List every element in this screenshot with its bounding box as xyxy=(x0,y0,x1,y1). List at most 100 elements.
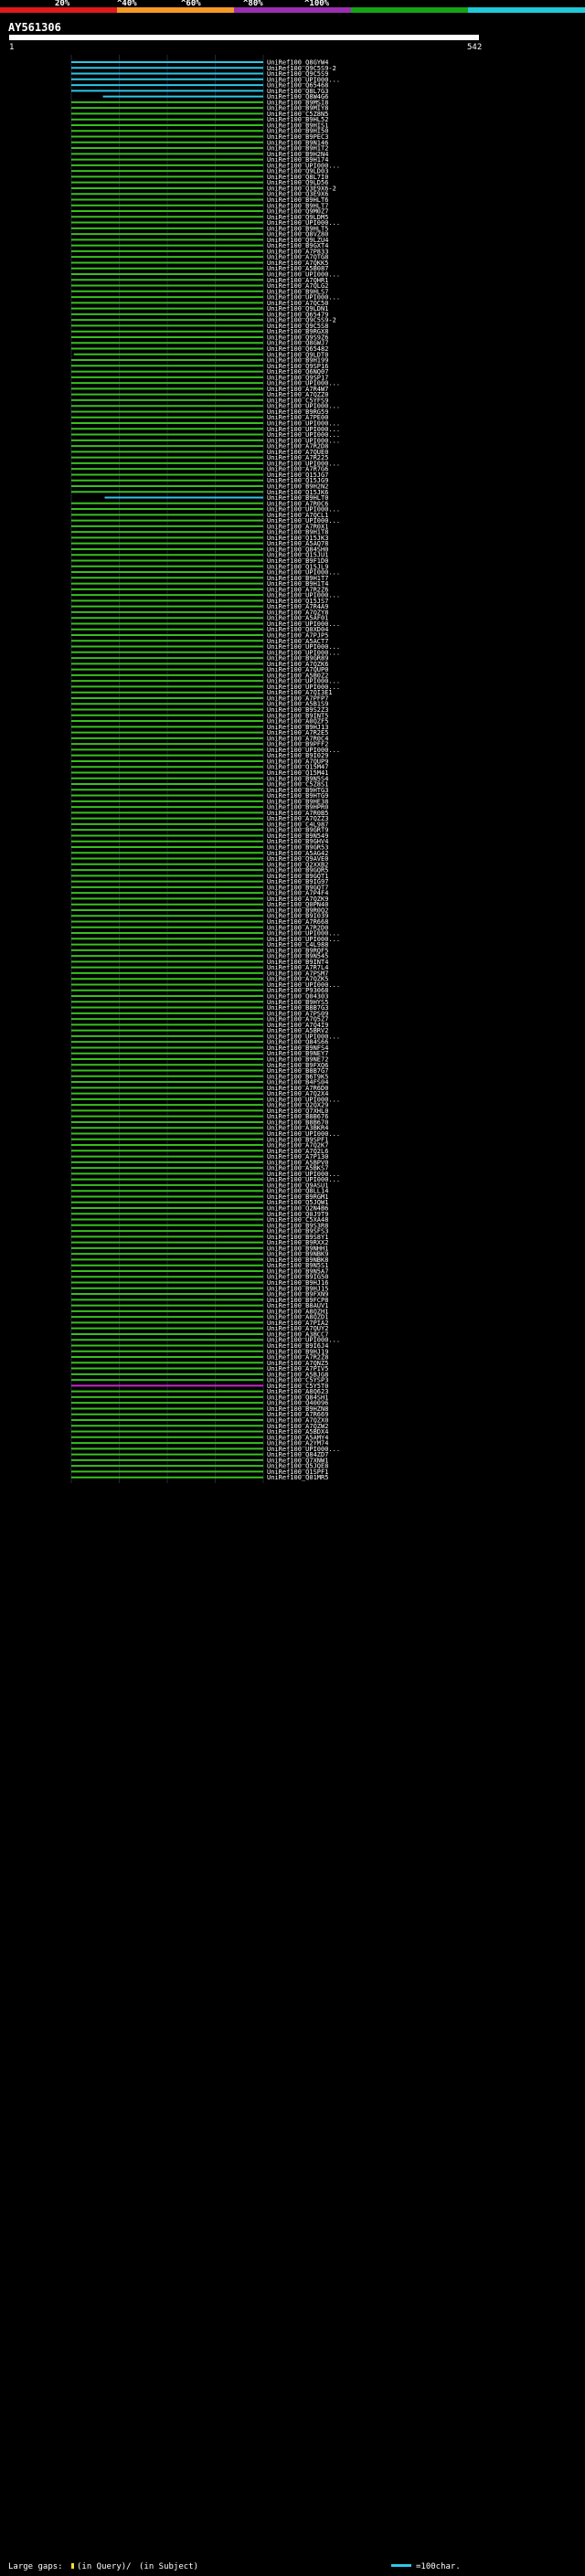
hit-label[interactable]: UniRef100_Q9LDM5 xyxy=(267,214,328,221)
hit-label[interactable]: UniRef100_Q9S9Z6 xyxy=(267,334,328,341)
hit-label[interactable]: UniRef100_B9RG59 xyxy=(267,408,328,416)
hit-label[interactable]: UniRef100_A7QZZ3 xyxy=(267,815,328,822)
hit-label[interactable]: UniRef100_A7QNZ5 xyxy=(267,1360,328,1367)
hit-label[interactable]: UniRef100_B8B7G7 xyxy=(267,1067,328,1075)
hit-label[interactable]: UniRef100_B9N5A7 xyxy=(267,1267,328,1275)
hit-label[interactable]: UniRef100_Q9SP16 xyxy=(267,363,328,370)
hit-label[interactable]: UniRef100_A5AG42 xyxy=(267,850,328,857)
hit-label[interactable]: UniRef100_B9SPF1 xyxy=(267,1136,328,1143)
hit-label[interactable]: UniRef100_B9GQT7 xyxy=(267,884,328,891)
hit-label[interactable]: UniRef100_B9N549 xyxy=(267,832,328,840)
hit-label[interactable]: UniRef100_B9HLT5 xyxy=(267,225,328,232)
hit-label[interactable]: UniRef100_Q84S66 xyxy=(267,1039,328,1046)
hit-label[interactable]: UniRef100_Q65479 xyxy=(267,311,328,318)
hit-label[interactable]: UniRef100_A3BCC7 xyxy=(267,1330,328,1338)
hit-label[interactable]: UniRef100_Q5JQE8 xyxy=(267,1463,328,1470)
hit-label[interactable]: UniRef100_B9NE72 xyxy=(267,1055,328,1063)
hit-label[interactable]: UniRef100_B9RQF5 xyxy=(267,947,328,954)
hit-label[interactable]: UniRef100_A7QZK5 xyxy=(267,976,328,983)
hit-label[interactable]: UniRef100_A5B0Z2 xyxy=(267,672,328,679)
hit-label[interactable]: UniRef100_B9H1T8 xyxy=(267,529,328,536)
hit-label[interactable]: UniRef100_B9N146 xyxy=(267,139,328,146)
hit-label[interactable]: UniRef100_A7P130 xyxy=(267,1153,328,1161)
hit-label[interactable]: UniRef100_A7R2E5 xyxy=(267,729,328,737)
hit-label[interactable]: UniRef100_A8QZH1 xyxy=(267,1308,328,1315)
hit-label[interactable]: UniRef100_A7R0X1 xyxy=(267,523,328,530)
hit-label[interactable]: UniRef100_B9PEC3 xyxy=(267,133,328,141)
hit-label[interactable]: UniRef100_Q01MR5 xyxy=(267,1474,328,1481)
hit-label[interactable]: UniRef100_A7R669 xyxy=(267,1411,328,1418)
hit-label[interactable]: UniRef100_Q9LD56 xyxy=(267,179,328,186)
hit-label[interactable]: UniRef100_Q8L7G3 xyxy=(267,88,328,95)
hit-label[interactable]: UniRef100_A5BPV0 xyxy=(267,1159,328,1166)
hit-label[interactable]: UniRef100_UPI000... xyxy=(267,592,340,599)
hit-label[interactable]: UniRef100_UPI000... xyxy=(267,643,340,651)
hit-label[interactable]: UniRef100_UPI000... xyxy=(267,684,340,691)
hit-label[interactable]: UniRef100_Q8LL14 xyxy=(267,1188,328,1195)
hit-label[interactable]: UniRef100_UPI000... xyxy=(267,517,340,525)
hit-label[interactable]: UniRef100_A7QLG2 xyxy=(267,282,328,290)
hit-label[interactable]: UniRef100_C4L988 xyxy=(267,941,328,949)
hit-label[interactable]: UniRef100_B9I039 xyxy=(267,913,328,920)
hit-label[interactable]: UniRef100_A7QI3E1 xyxy=(267,689,333,696)
hit-label[interactable]: UniRef100_UPI000... xyxy=(267,1130,340,1138)
hit-label[interactable]: UniRef100_B9NEY7 xyxy=(267,1050,328,1057)
hit-label[interactable]: UniRef100_B9HJ16 xyxy=(267,1279,328,1287)
hit-label[interactable]: UniRef100_B9S3R8 xyxy=(267,1222,328,1229)
hit-label[interactable]: UniRef100_B9HIS1 xyxy=(267,122,328,129)
hit-label[interactable]: UniRef100_Q8GWJ7 xyxy=(267,340,328,347)
hit-label[interactable]: UniRef100_UPI000... xyxy=(267,620,340,628)
hit-label[interactable]: UniRef100_B9GHV4 xyxy=(267,838,328,845)
hit-label[interactable]: UniRef100_B9N5S1 xyxy=(267,1262,328,1269)
hit-label[interactable]: UniRef100_B9INT5 xyxy=(267,712,328,719)
hit-label[interactable]: UniRef100_Q84ZD7 xyxy=(267,1451,328,1458)
hit-label[interactable]: UniRef100_Q8W4G6 xyxy=(267,93,328,101)
hit-label[interactable]: UniRef100_A5BDX4 xyxy=(267,1428,328,1436)
hit-label[interactable]: UniRef100_Q04303 xyxy=(267,993,328,1001)
hit-label[interactable]: UniRef100_A7R0C4 xyxy=(267,735,328,742)
hit-label[interactable]: UniRef100_A7R6D0 xyxy=(267,1085,328,1092)
hit-label[interactable]: UniRef100_B9H174 xyxy=(267,156,328,164)
hit-label[interactable]: UniRef100_Q0PN40 xyxy=(267,901,328,908)
hit-label[interactable]: UniRef100_A7R2Z6 xyxy=(267,586,328,593)
hit-label[interactable]: UniRef100_Q84SH1 xyxy=(267,1394,328,1401)
hit-label[interactable]: UniRef100_Q2QX29 xyxy=(267,1102,328,1109)
hit-label[interactable]: UniRef100_B9RXX2 xyxy=(267,1239,328,1246)
hit-label[interactable]: UniRef100_B9SFS3 xyxy=(267,1228,328,1235)
hit-label[interactable]: UniRef100_A8Q623 xyxy=(267,1388,328,1395)
hit-label[interactable]: UniRef100_Q65482 xyxy=(267,345,328,353)
hit-label[interactable]: UniRef100_Q8GYW4 xyxy=(267,59,328,67)
hit-label[interactable]: UniRef100_A7Q5Z7 xyxy=(267,1016,328,1023)
hit-label[interactable]: UniRef100_Q9LZU4 xyxy=(267,237,328,244)
hit-label[interactable]: UniRef100_Q5JQW1 xyxy=(267,1199,328,1206)
hit-label[interactable]: UniRef100_B9HJ19 xyxy=(267,1348,328,1355)
hit-label[interactable]: UniRef100_A5BRV2 xyxy=(267,1027,328,1034)
hit-label[interactable]: UniRef100_Q7XHL0 xyxy=(267,1108,328,1115)
hit-label[interactable]: UniRef100_Q9SP17 xyxy=(267,374,328,381)
hit-label[interactable]: UniRef100_B9GQR5 xyxy=(267,867,328,875)
hit-label[interactable]: UniRef100_B9HLS7 xyxy=(267,288,328,295)
hit-label[interactable]: UniRef100_B9H2N4 xyxy=(267,151,328,158)
hit-label[interactable]: UniRef100_B9GR53 xyxy=(267,843,328,851)
hit-label[interactable]: UniRef100_A7R0B5 xyxy=(267,810,328,817)
hit-label[interactable]: UniRef100_Q0XD04 xyxy=(267,626,328,633)
hit-label[interactable]: UniRef100_A2YM74 xyxy=(267,1440,328,1447)
hit-label[interactable]: UniRef100_UPI000... xyxy=(267,981,340,989)
hit-label[interactable]: UniRef100_A8QZD1 xyxy=(267,1314,328,1321)
hit-label[interactable]: UniRef100_B9MSI8 xyxy=(267,99,328,106)
hit-label[interactable]: UniRef100_Q15M41 xyxy=(267,769,328,777)
hit-label[interactable]: UniRef100_A7QUY2 xyxy=(267,1325,328,1332)
hit-label[interactable]: UniRef100_B9INT4 xyxy=(267,959,328,966)
hit-label[interactable]: UniRef100_Q2XXB2 xyxy=(267,861,328,868)
hit-label[interactable]: UniRef100_UPI000... xyxy=(267,420,340,428)
hit-label[interactable]: UniRef100_A7QUP9 xyxy=(267,758,328,765)
hit-label[interactable]: UniRef100_UPI000... xyxy=(267,219,340,227)
hit-label[interactable]: UniRef100_B8B670 xyxy=(267,1118,328,1126)
hit-label[interactable]: UniRef100_Q15JK3 xyxy=(267,535,328,542)
hit-label[interactable]: UniRef100_Q15JG9 xyxy=(267,477,328,484)
hit-label[interactable]: UniRef100_B9I6J4 xyxy=(267,1342,328,1350)
hit-label[interactable]: UniRef100_B9HI50 xyxy=(267,128,328,135)
hit-label[interactable]: UniRef100_B9S2Z3 xyxy=(267,706,328,714)
hit-label[interactable]: UniRef100_B9GR89 xyxy=(267,655,328,663)
hit-label[interactable]: UniRef100_A7PIA2 xyxy=(267,1320,328,1327)
